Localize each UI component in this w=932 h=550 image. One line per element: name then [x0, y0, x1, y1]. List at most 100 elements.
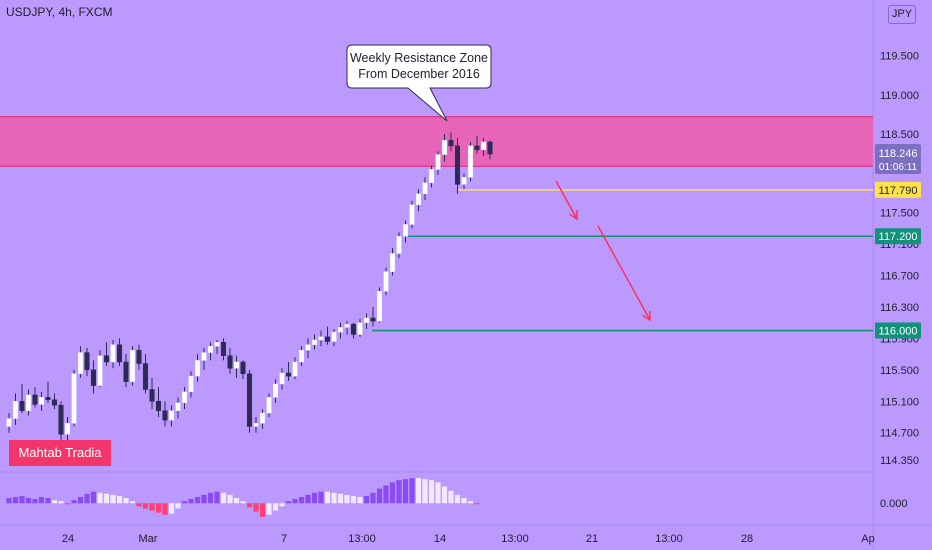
candle [402, 220, 409, 243]
candle [370, 306, 376, 327]
candle [305, 338, 311, 359]
candle-body [90, 369, 97, 386]
histogram-bar [64, 503, 71, 505]
candle-body [396, 235, 402, 254]
candle-body [84, 352, 90, 371]
histogram-bar [149, 503, 155, 511]
candle [110, 339, 116, 369]
histogram-bar [344, 494, 350, 504]
candle [207, 342, 214, 361]
candle [487, 140, 493, 160]
candle-body [435, 154, 441, 170]
histogram-bar [461, 498, 467, 504]
histogram-bar [266, 503, 272, 515]
histogram-bar [246, 503, 253, 508]
arrow-down-1 [555, 180, 578, 221]
histogram-bar [279, 503, 285, 507]
candle-body [357, 322, 363, 335]
currency-button[interactable]: JPY [888, 5, 916, 24]
candle [435, 151, 441, 175]
arrow-shaft [597, 225, 651, 321]
histogram-bar [207, 492, 214, 504]
histogram-bar [84, 493, 90, 504]
candle-body [285, 372, 292, 377]
candle-body [214, 342, 220, 347]
histogram-bar [396, 480, 402, 504]
histogram-bar [435, 482, 441, 504]
candle [45, 381, 51, 403]
candle-body [467, 145, 474, 178]
candle [77, 346, 84, 378]
candle-body [344, 324, 350, 328]
candle [266, 393, 272, 417]
candle [142, 354, 149, 394]
candle-body [155, 401, 162, 411]
candle [97, 350, 103, 388]
candle [376, 287, 383, 323]
histogram-bar [448, 490, 454, 504]
candle [253, 416, 259, 433]
candle [181, 387, 188, 410]
y-tick-label: 115.500 [880, 365, 919, 377]
histogram-bar [383, 485, 389, 504]
histogram-bar [58, 501, 64, 504]
callout-bubble [346, 44, 492, 122]
arrow-shaft [555, 180, 578, 220]
candle [285, 361, 292, 381]
candle-body [272, 383, 279, 398]
x-tick-label: 7 [281, 533, 287, 545]
histogram-bar [415, 478, 422, 504]
candle-body [305, 344, 311, 351]
candle [25, 389, 32, 416]
candle-body [318, 336, 324, 341]
candle-body [103, 355, 110, 363]
candle-body [142, 363, 149, 390]
histogram-bar [292, 499, 298, 504]
x-tick-label: Ap [861, 533, 874, 545]
candle-body [389, 253, 396, 272]
histogram-bar [77, 496, 84, 504]
candle-body [58, 404, 64, 435]
histogram-bar [331, 492, 337, 504]
histogram-bar [6, 498, 12, 504]
candle [474, 135, 480, 154]
candle [116, 338, 123, 366]
candle [155, 387, 162, 417]
histogram-bar [175, 503, 181, 509]
candle [396, 232, 402, 259]
candle-body [175, 402, 181, 411]
histogram-bar [220, 492, 227, 504]
histogram-bar [402, 479, 409, 504]
histogram-bar [97, 492, 103, 504]
candle-body [97, 355, 103, 386]
arrow-down-2 [597, 225, 651, 322]
candle [188, 371, 194, 398]
histogram-bar [285, 501, 292, 504]
candle-body [474, 145, 480, 151]
candle-body [383, 271, 389, 292]
candle [84, 347, 90, 377]
histogram-bar [25, 498, 32, 504]
candle [259, 409, 266, 429]
histogram-bar [162, 503, 168, 515]
candle-body [324, 336, 331, 342]
histogram-bar [272, 503, 279, 511]
x-tick-label: 28 [741, 533, 753, 545]
histogram-bar [227, 494, 233, 504]
candle-body [376, 291, 383, 322]
histogram-bar [370, 492, 376, 504]
candle-body [32, 394, 38, 405]
candle [422, 177, 428, 201]
histogram-bar [38, 496, 45, 504]
candle [129, 346, 136, 386]
candle [51, 393, 58, 410]
y-tick-label: 119.000 [880, 90, 919, 102]
candle [246, 369, 253, 433]
candle [324, 326, 331, 345]
candle-body [188, 375, 194, 393]
candle-body [220, 342, 227, 356]
x-tick-label: Mar [139, 533, 158, 545]
candle [467, 141, 474, 182]
histogram-bar [136, 503, 142, 507]
